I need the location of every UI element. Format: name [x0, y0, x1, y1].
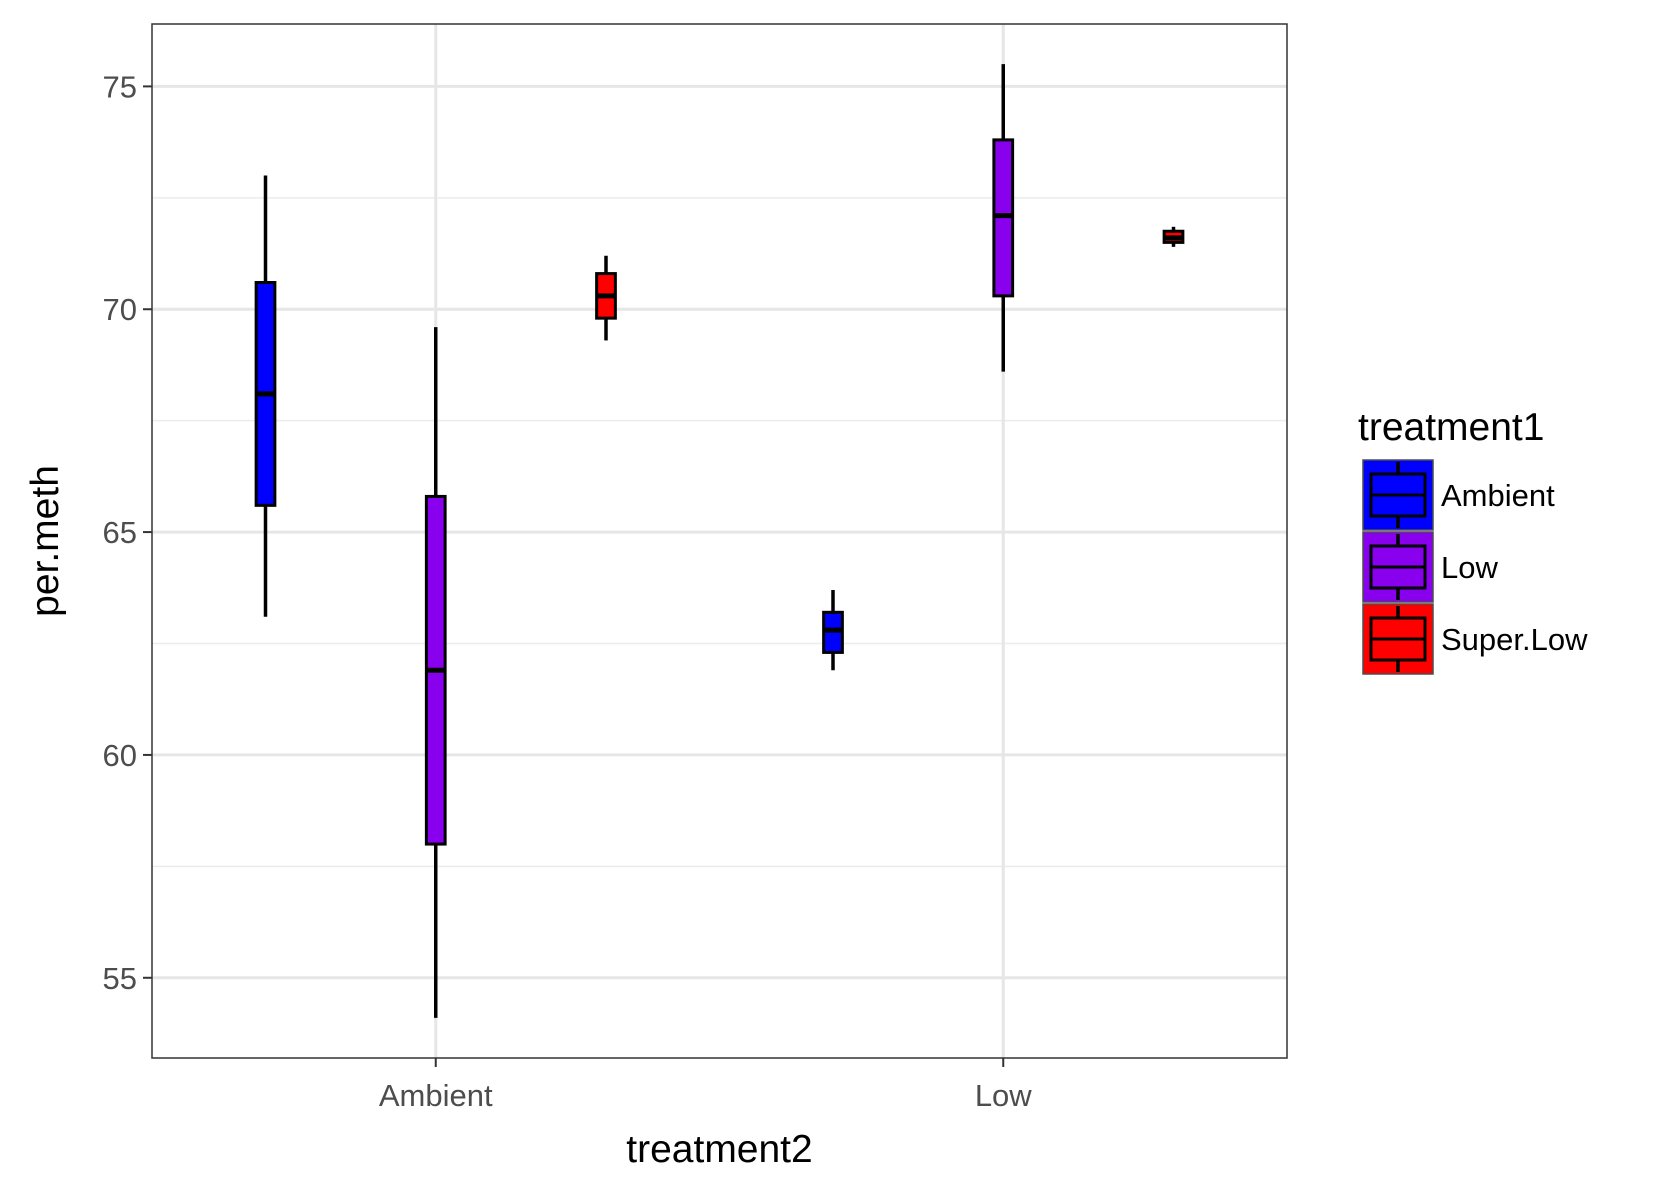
minor-gridlines	[152, 197, 1287, 868]
legend-label: Low	[1441, 550, 1498, 585]
box-low-low	[992, 64, 1015, 372]
legend-item: Super.Low	[1362, 603, 1588, 675]
legend-label: Ambient	[1441, 478, 1555, 513]
y-tick-label: 75	[103, 69, 137, 104]
box-super-low-ambient	[595, 255, 617, 341]
box-ambient-low	[822, 590, 844, 671]
y-axis: 55 60 65 70 75	[103, 69, 152, 996]
y-tick-label: 55	[103, 961, 137, 996]
box-ambient-ambient	[254, 175, 277, 617]
legend-item: Low	[1362, 531, 1498, 603]
x-tick-label: Low	[975, 1078, 1032, 1113]
box-super-low-low	[1162, 226, 1185, 247]
y-tick-label: 60	[103, 738, 137, 773]
legend-title: treatment1	[1358, 406, 1544, 449]
y-tick-label: 65	[103, 515, 137, 550]
x-axis: Ambient Low	[379, 1058, 1032, 1113]
x-axis-title: treatment2	[626, 1128, 812, 1171]
box-low-ambient	[424, 327, 447, 1018]
y-axis-title: per.meth	[24, 465, 67, 617]
legend-item: Ambient	[1362, 459, 1555, 531]
panel-border	[151, 23, 1288, 1059]
x-tick-label: Ambient	[379, 1078, 493, 1113]
legend: treatment1 Ambient Low Super.Low	[1358, 406, 1588, 675]
y-tick-label: 70	[103, 292, 137, 327]
legend-label: Super.Low	[1441, 622, 1588, 657]
box-series	[254, 64, 1185, 1018]
